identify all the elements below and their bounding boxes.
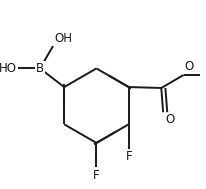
Text: F: F bbox=[125, 150, 132, 163]
Text: OH: OH bbox=[54, 32, 72, 45]
Text: O: O bbox=[184, 60, 193, 73]
Text: F: F bbox=[93, 169, 100, 182]
Text: HO: HO bbox=[0, 62, 17, 75]
Text: B: B bbox=[36, 62, 44, 75]
Text: O: O bbox=[165, 113, 175, 126]
